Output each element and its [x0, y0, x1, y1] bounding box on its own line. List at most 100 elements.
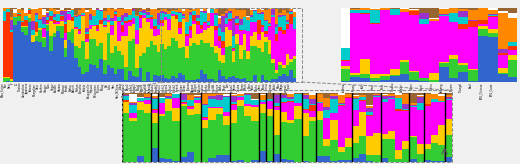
Bar — [129, 105, 137, 113]
Bar — [409, 105, 417, 106]
Bar — [244, 94, 251, 95]
Text: French: French — [176, 83, 180, 91]
Bar — [132, 24, 135, 39]
Text: Reang: Reang — [352, 83, 355, 91]
Bar — [31, 30, 35, 35]
Text: Dai: Dai — [105, 83, 108, 87]
Bar — [373, 94, 381, 95]
Text: Tuscan: Tuscan — [187, 83, 191, 91]
Bar — [273, 107, 280, 110]
Bar — [294, 106, 302, 119]
Bar — [114, 12, 117, 14]
Bar — [221, 48, 225, 55]
Bar — [469, 10, 478, 20]
Bar — [128, 20, 132, 22]
Text: Chakma: Chakma — [342, 83, 345, 93]
Text: Xibo: Xibo — [47, 83, 51, 88]
Bar — [285, 20, 289, 22]
Bar — [96, 31, 99, 46]
Text: Vaiphei: Vaiphei — [400, 83, 405, 92]
Bar — [287, 102, 294, 120]
Bar — [182, 75, 185, 82]
Bar — [117, 8, 121, 9]
Bar — [38, 19, 42, 20]
Bar — [293, 60, 296, 78]
Bar — [253, 8, 257, 9]
Bar — [345, 160, 352, 162]
Bar — [53, 24, 56, 33]
Bar — [192, 8, 196, 9]
Bar — [439, 9, 449, 14]
Bar — [280, 159, 288, 162]
Bar — [144, 100, 151, 104]
Bar — [251, 100, 258, 105]
Bar — [257, 14, 261, 20]
Bar — [261, 32, 264, 52]
Bar — [258, 93, 266, 95]
Bar — [56, 13, 60, 14]
Text: Boro: Boro — [248, 83, 252, 89]
Bar — [389, 76, 399, 82]
Bar — [232, 51, 236, 62]
Bar — [150, 17, 153, 20]
Bar — [395, 159, 402, 162]
Bar — [253, 10, 257, 11]
Bar — [237, 100, 244, 106]
Bar — [250, 36, 253, 46]
Bar — [146, 8, 150, 11]
Bar — [214, 30, 217, 46]
Bar — [200, 11, 203, 12]
Bar — [144, 113, 151, 162]
Bar — [132, 8, 135, 9]
Bar — [223, 97, 230, 112]
Bar — [196, 44, 200, 79]
Bar — [129, 93, 137, 94]
Bar — [223, 93, 230, 94]
Bar — [157, 10, 160, 13]
Bar — [352, 95, 359, 96]
Bar — [380, 10, 389, 74]
Bar — [330, 120, 337, 140]
Text: Tibetan: Tibetan — [18, 83, 22, 92]
Bar — [409, 106, 417, 107]
Bar — [46, 31, 49, 82]
Text: Garo: Garo — [258, 83, 263, 89]
Bar — [294, 93, 302, 94]
Bar — [20, 10, 24, 21]
Bar — [498, 49, 508, 53]
Bar — [167, 46, 171, 79]
Bar — [129, 103, 137, 105]
Bar — [158, 116, 165, 158]
Text: Komati: Komati — [280, 163, 284, 164]
Bar — [151, 99, 158, 109]
Bar — [24, 20, 28, 26]
Text: Dimasa: Dimasa — [269, 83, 273, 92]
Bar — [273, 103, 280, 106]
Bar — [366, 108, 373, 112]
Bar — [151, 113, 158, 123]
Bar — [215, 108, 223, 113]
Bar — [243, 34, 246, 50]
Bar — [246, 8, 250, 16]
Bar — [114, 9, 117, 11]
Bar — [179, 102, 187, 104]
Bar — [508, 55, 517, 60]
Bar — [246, 31, 250, 51]
Bar — [24, 16, 28, 20]
Bar — [221, 8, 225, 14]
Bar — [257, 20, 261, 34]
Bar — [488, 16, 498, 17]
Bar — [67, 12, 71, 13]
Bar — [498, 11, 508, 13]
Bar — [175, 19, 178, 41]
Bar — [449, 22, 459, 55]
Bar — [49, 20, 53, 21]
Text: Harijan: Harijan — [122, 163, 126, 164]
Bar — [63, 8, 67, 10]
Bar — [237, 96, 244, 97]
Bar — [232, 48, 236, 49]
Bar — [285, 24, 289, 29]
Bar — [171, 14, 175, 16]
Bar — [273, 135, 280, 154]
Bar — [469, 20, 478, 21]
